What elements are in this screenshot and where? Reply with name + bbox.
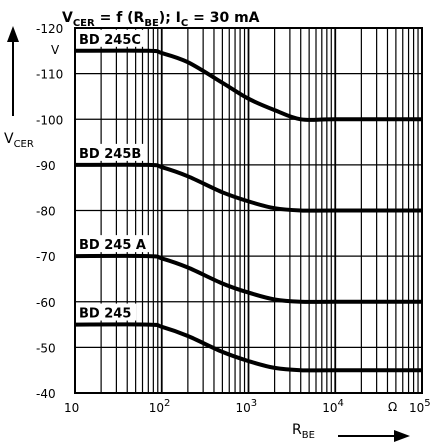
series-label-bg [76,235,151,253]
y-tick-label: -40 [36,387,56,401]
x-tick-label: 104 [322,398,344,415]
y-tick-label: -120 [36,22,63,36]
y-tick-label: -90 [36,159,56,173]
series-label: BD 245 A [79,238,146,253]
y-tick-label: -100 [36,113,63,127]
y-unit-label: V [51,43,60,57]
series-label-bg [76,303,137,321]
y-tick-label: -110 [36,68,63,82]
y-axis-arrow [7,26,19,116]
y-axis-label: VCER [4,131,34,150]
x-tick-labels: 10 102 103 104 105 [64,398,431,415]
series-line [74,253,422,304]
chart-title: VCER = f (RBE); IC = 30 mA [62,10,260,29]
x-tick-label: 10 [64,401,79,415]
y-tick-label: -80 [36,205,56,219]
y-tick-label: -50 [36,341,56,355]
x-tick-label: 102 [149,398,171,415]
series-group: BD 245C BD 245B BD 245 A BD 245 [74,29,422,373]
series-line [74,322,422,373]
x-axis-arrow [338,430,410,442]
x-tick-label: 103 [236,398,258,415]
x-unit-label: Ω [388,400,397,414]
series-label-bg [76,29,146,47]
y-tick-label: -70 [36,250,56,264]
y-tick-labels: -120 -110 -100 -90 -80 -70 -60 -50 -40 [36,22,63,401]
y-tick-label: -60 [36,296,56,310]
series-label: BD 245 [79,307,131,322]
series-line [74,162,422,213]
x-axis-label: RBE [292,422,315,441]
series-label: BD 245C [79,33,141,48]
series-label: BD 245B [79,147,141,162]
series-label-bg [76,143,147,161]
series-line [74,48,422,122]
x-tick-label: 105 [409,398,431,415]
